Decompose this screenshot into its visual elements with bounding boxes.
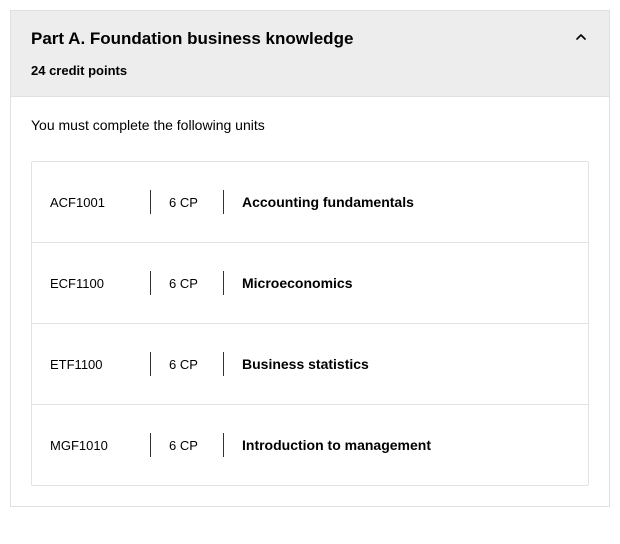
unit-title: Microeconomics [224, 275, 352, 291]
unit-code: ETF1100 [50, 357, 150, 372]
unit-cp: 6 CP [151, 276, 223, 291]
unit-cp: 6 CP [151, 357, 223, 372]
unit-code: MGF1010 [50, 438, 150, 453]
unit-code: ECF1100 [50, 276, 150, 291]
unit-title: Introduction to management [224, 437, 431, 453]
panel-body: You must complete the following units AC… [11, 97, 609, 506]
chevron-up-icon [573, 29, 589, 45]
intro-text: You must complete the following units [31, 117, 589, 133]
unit-code: ACF1001 [50, 195, 150, 210]
panel-title: Part A. Foundation business knowledge [31, 29, 589, 49]
panel-subtitle: 24 credit points [31, 63, 589, 78]
unit-title: Business statistics [224, 356, 369, 372]
unit-cp: 6 CP [151, 195, 223, 210]
unit-list: ACF1001 6 CP Accounting fundamentals ECF… [31, 161, 589, 486]
unit-title: Accounting fundamentals [224, 194, 414, 210]
unit-row[interactable]: MGF1010 6 CP Introduction to management [32, 405, 588, 485]
panel-header[interactable]: Part A. Foundation business knowledge 24… [11, 11, 609, 97]
unit-row[interactable]: ACF1001 6 CP Accounting fundamentals [32, 162, 588, 243]
unit-row[interactable]: ETF1100 6 CP Business statistics [32, 324, 588, 405]
unit-cp: 6 CP [151, 438, 223, 453]
unit-row[interactable]: ECF1100 6 CP Microeconomics [32, 243, 588, 324]
course-part-panel: Part A. Foundation business knowledge 24… [10, 10, 610, 507]
